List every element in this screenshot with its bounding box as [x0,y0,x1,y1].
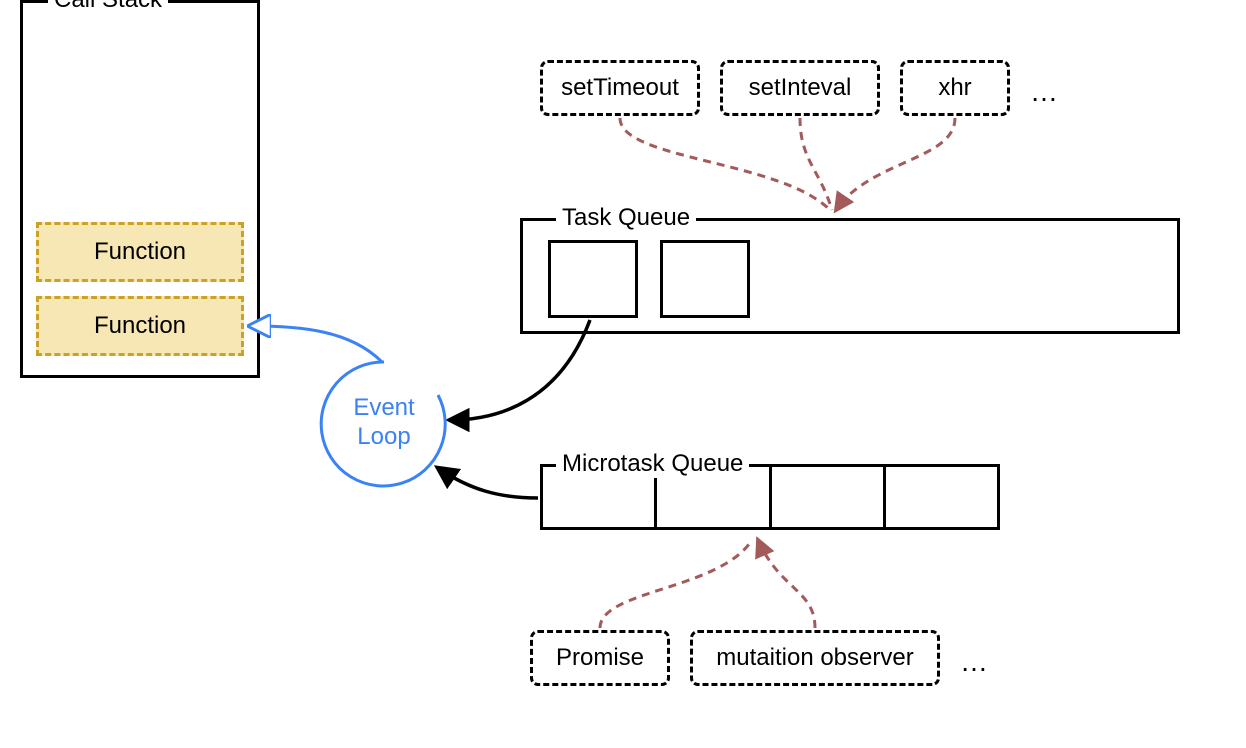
arrow-settimeout-to-queue [620,118,830,210]
arrow-promise-to-microqueue [600,540,752,628]
task-queue-title: Task Queue [556,204,696,232]
call-stack-function-label: Function [94,312,186,340]
task-queue-cell-1 [660,240,750,318]
microtask-source-mutation-observer: mutaition observer [690,630,940,686]
call-stack-title: Call Stack [48,0,168,14]
task-source-setinterval: setInteval [720,60,880,116]
microtask-source-ellipsis: … [960,646,988,678]
arrow-xhr-to-queue [836,118,955,210]
microtask-source-label: Promise [556,644,644,672]
call-stack-function-label: Function [94,238,186,266]
task-source-ellipsis: … [1030,76,1058,108]
call-stack-function-0: Function [36,222,244,282]
arrow-microqueue-to-loop [438,468,538,498]
arrow-taskqueue-to-loop [450,320,590,420]
task-source-label: setTimeout [561,74,679,102]
microtask-source-promise: Promise [530,630,670,686]
task-source-settimeout: setTimeout [540,60,700,116]
arrow-loop-to-callstack [252,326,382,362]
event-loop-label: Event Loop [344,394,424,452]
microtask-queue-title: Microtask Queue [556,450,749,478]
call-stack-function-1: Function [36,296,244,356]
task-source-xhr: xhr [900,60,1010,116]
microtask-cell [772,467,886,527]
task-source-label: xhr [938,74,971,102]
event-loop-line2: Loop [357,423,410,450]
task-source-label: setInteval [749,74,852,102]
task-queue-cell-0 [548,240,638,318]
microtask-cell [886,467,997,527]
arrow-mutation-to-microqueue [758,540,815,628]
microtask-source-label: mutaition observer [716,644,913,672]
arrow-setinterval-to-queue [800,118,832,210]
event-loop-line1: Event [353,394,414,421]
